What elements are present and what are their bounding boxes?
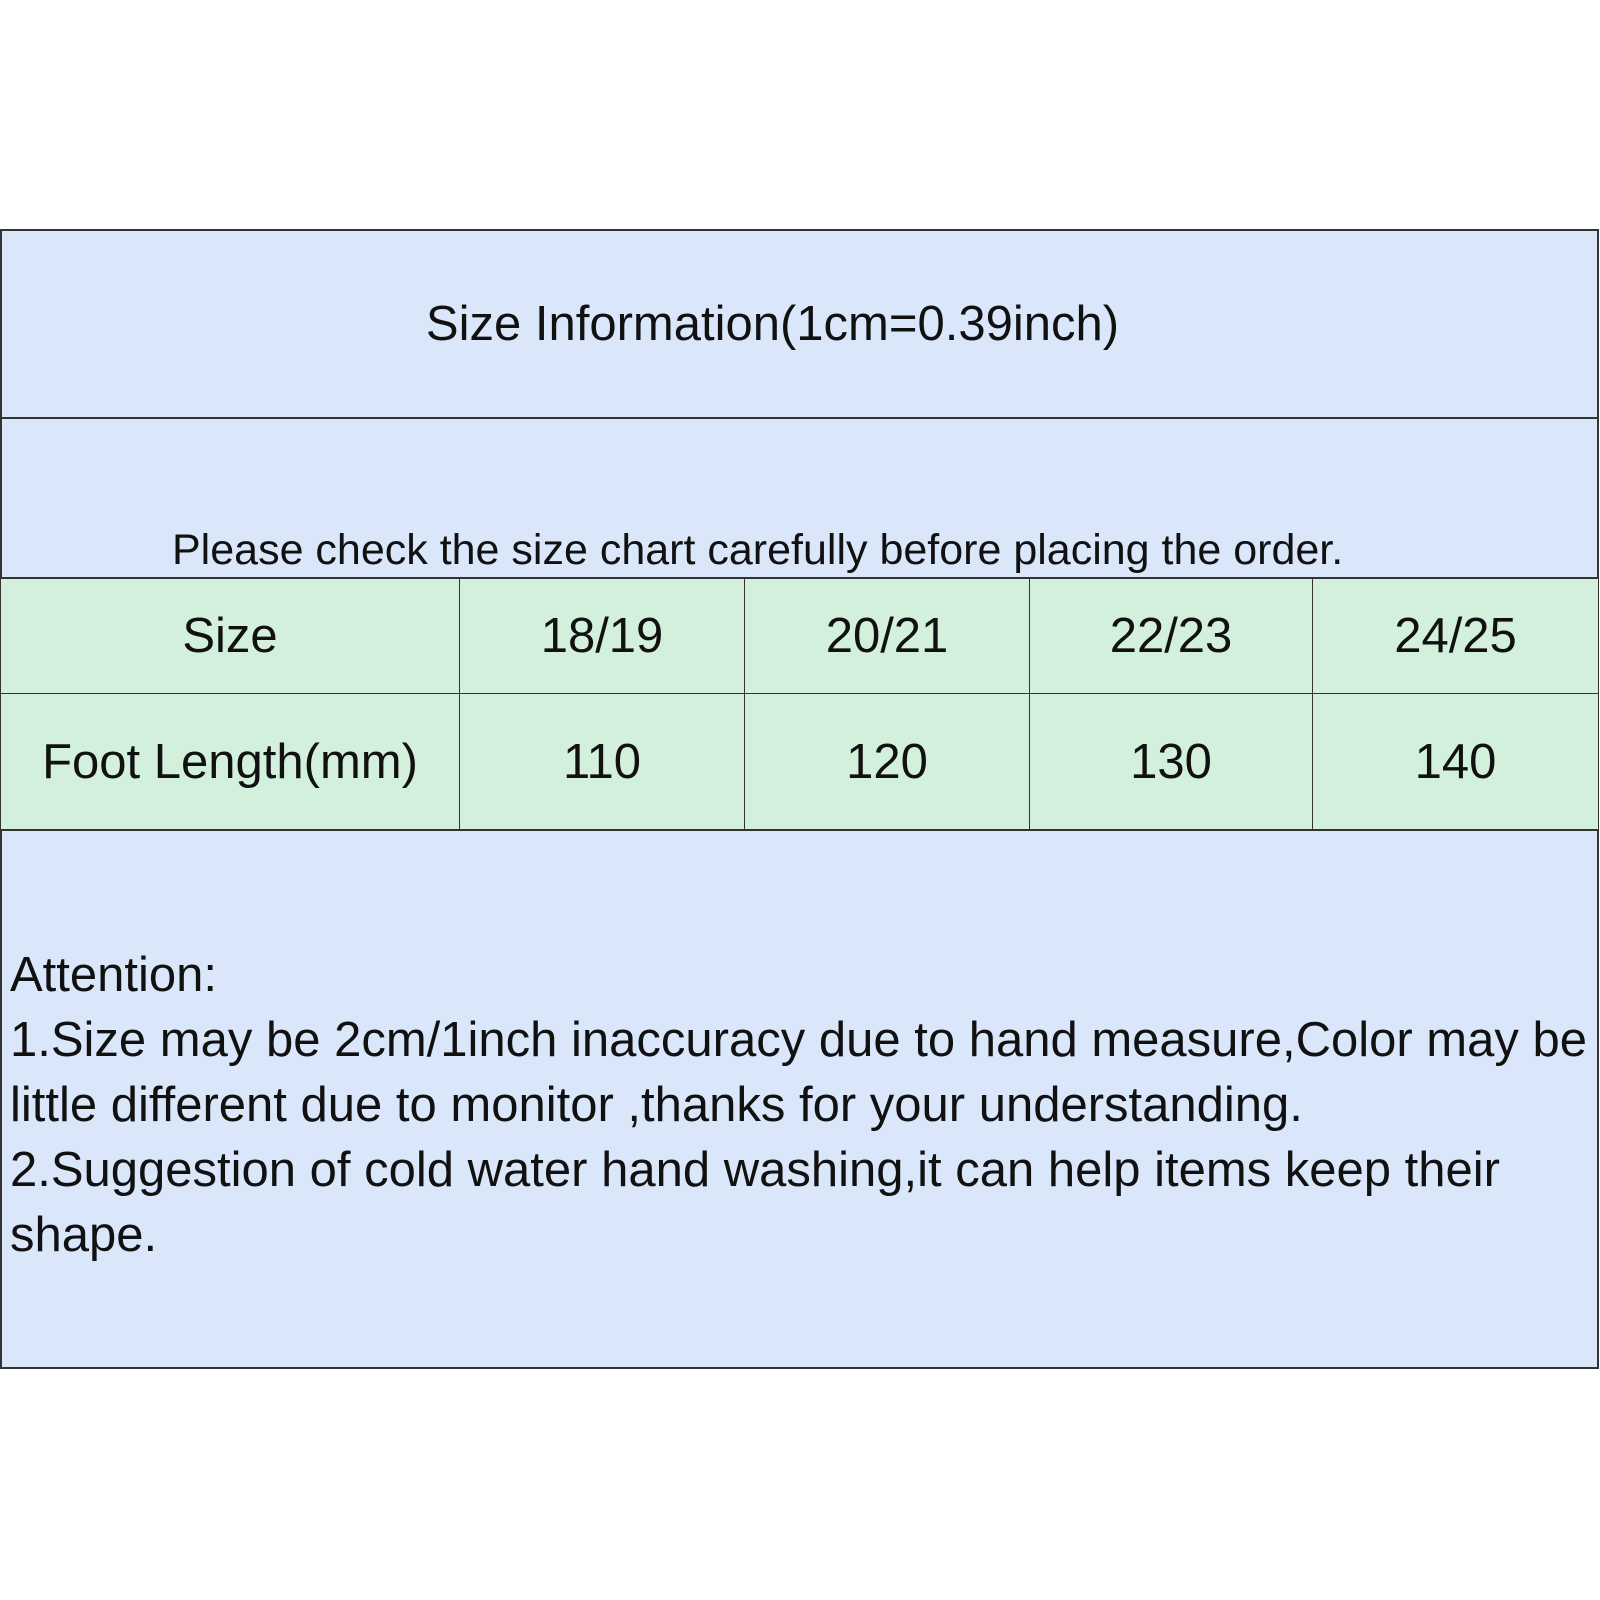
header-cell: 22/23 — [1029, 578, 1313, 694]
header-cell: 20/21 — [744, 578, 1030, 694]
notes-heading: Attention: — [10, 948, 218, 1002]
table-cell: 130 — [1029, 693, 1313, 831]
table-cell: 140 — [1312, 693, 1599, 831]
size-table: Size 18/19 20/21 22/23 24/25 Foot Length… — [0, 578, 1599, 831]
table-cell: 110 — [459, 693, 745, 831]
header-cell: Size — [0, 578, 460, 694]
header-cell: 24/25 — [1312, 578, 1599, 694]
title-row: Size Information(1cm=0.39inch) — [0, 229, 1599, 419]
notes-section: Attention: 1.Size may be 2cm/1inch inacc… — [0, 829, 1599, 1369]
table-cell: 120 — [744, 693, 1030, 831]
row-label: Foot Length(mm) — [0, 693, 460, 831]
page-title: Size Information(1cm=0.39inch) — [425, 297, 1120, 351]
note-line: 2.Suggestion of cold water hand washing,… — [10, 1143, 1500, 1262]
subtitle-row: Please check the size chart carefully be… — [0, 417, 1599, 579]
note-line: 1.Size may be 2cm/1inch inaccuracy due t… — [10, 1013, 1587, 1132]
header-cell: 18/19 — [459, 578, 745, 694]
subtitle: Please check the size chart carefully be… — [172, 526, 1344, 574]
